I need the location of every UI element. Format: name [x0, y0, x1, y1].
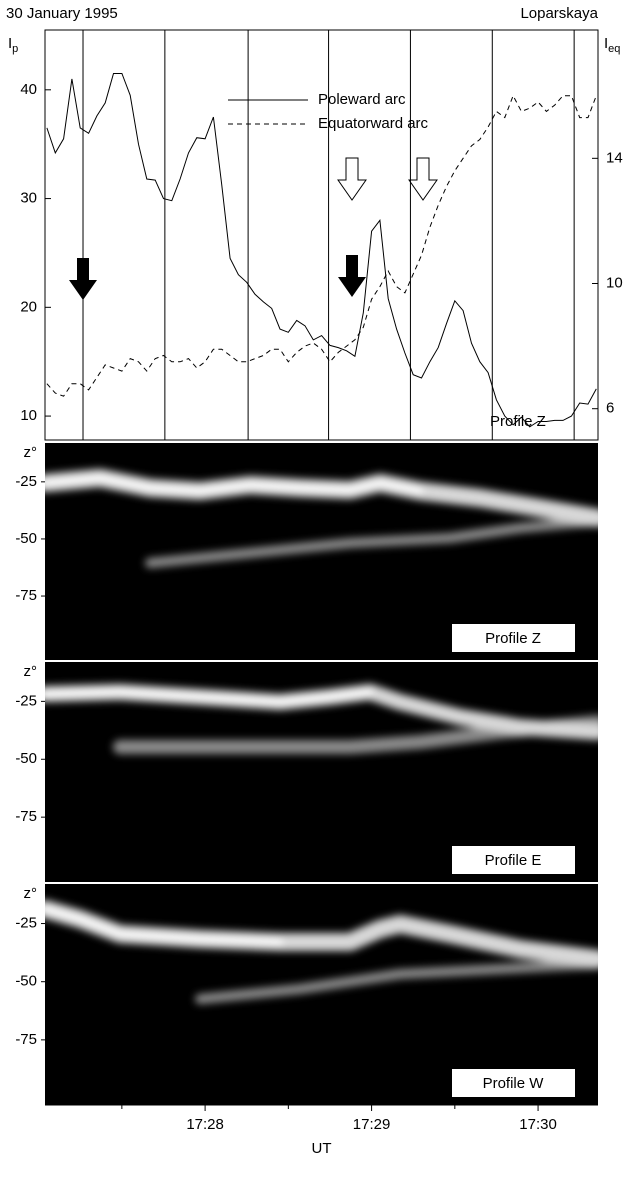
y-axis-title-subscript: p	[12, 43, 18, 55]
arrows	[69, 157, 438, 300]
panel-label: Profile W	[483, 1075, 545, 1092]
data-line	[46, 94, 597, 397]
panel-label: Profile E	[485, 852, 542, 869]
y2-axis-title: I	[604, 35, 608, 52]
label-box	[452, 624, 575, 652]
legend-label: Poleward arc	[318, 91, 406, 108]
label-box	[452, 1069, 575, 1097]
keogram-image	[45, 684, 598, 754]
data-line	[46, 73, 597, 428]
y2-tick-label: 14	[606, 149, 623, 166]
keogram-image	[45, 469, 598, 568]
y-axis-title: z°	[24, 444, 38, 461]
y-tick-label: -25	[15, 473, 37, 490]
y2-axis-title: Ieq	[604, 35, 620, 55]
y2-axis-title-subscript: eq	[608, 43, 620, 55]
keogram-image	[45, 900, 598, 1004]
y-tick-label: 40	[20, 81, 37, 98]
plot-frame	[44, 29, 599, 441]
y-tick-label: -75	[15, 587, 37, 604]
y-tick-label: 10	[20, 407, 37, 424]
y2-tick-label: 10	[606, 274, 623, 291]
panel-label: Profile Z	[485, 630, 541, 647]
y-tick-label: -25	[15, 915, 37, 932]
y-axis-title: Ip	[8, 35, 18, 55]
y-tick-label: -50	[15, 973, 37, 990]
y-tick-label: 30	[20, 190, 37, 207]
x-tick-label: 17:29	[353, 1116, 391, 1133]
y2-tick-label: 6	[606, 400, 614, 417]
y-axis-title: z°	[24, 663, 38, 680]
x-tick-label: 17:28	[186, 1116, 224, 1133]
chart-title: 30 January 1995	[6, 5, 118, 22]
y-axis-title: z°	[24, 885, 38, 902]
x-axis-title: UT	[312, 1140, 332, 1157]
y-tick-label: 20	[20, 298, 37, 315]
y-tick-label: -25	[15, 692, 37, 709]
y-tick-label: -50	[15, 750, 37, 767]
arrow	[408, 157, 438, 201]
keogram-background	[45, 884, 598, 1105]
y-tick-label: -75	[15, 1031, 37, 1048]
arrow	[338, 255, 366, 297]
y-tick-label: -75	[15, 808, 37, 825]
station-label: Loparskaya	[520, 5, 598, 22]
y-tick-label: -50	[15, 530, 37, 547]
y-axis-title: I	[8, 35, 12, 52]
legend-label: Equatorward arc	[318, 115, 429, 132]
x-tick-label: 17:30	[519, 1116, 557, 1133]
label-box	[452, 846, 575, 874]
arrow	[337, 157, 367, 201]
